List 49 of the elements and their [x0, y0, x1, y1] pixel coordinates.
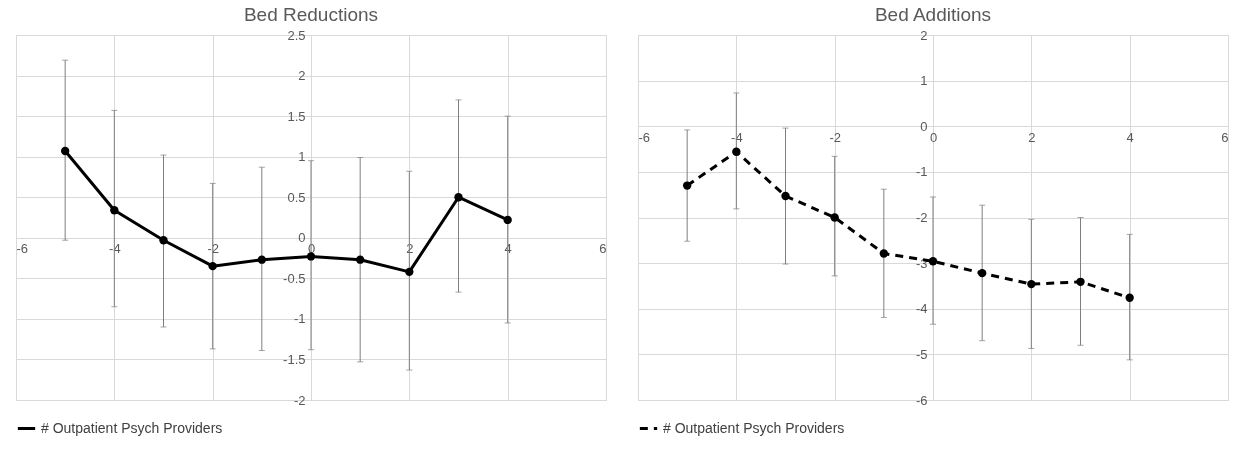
point	[257, 255, 267, 264]
point	[503, 215, 512, 225]
y-tick-label: -1.5	[283, 351, 306, 367]
legend-label: # Outpatient Psych Providers	[41, 419, 223, 436]
y-tick-label: 0.5	[287, 189, 306, 205]
point	[110, 206, 119, 215]
x-tick-label: 6	[1221, 129, 1229, 145]
y-tick-label: 2.5	[287, 27, 306, 43]
legend-label: # Outpatient Psych Providers	[663, 419, 845, 436]
y-tick-label: 2	[298, 68, 306, 84]
y-tick-label: -2	[293, 392, 306, 408]
y-tick-label: -4	[915, 301, 928, 317]
x-tick-label: -2	[829, 129, 841, 145]
x-tick-label: -6	[16, 241, 29, 257]
y-tick-label: 2	[920, 27, 928, 43]
point	[732, 147, 741, 156]
x-tick-label: -6	[638, 129, 651, 145]
y-tick-label: 0	[298, 230, 306, 246]
chart-title: Bed Additions	[874, 4, 992, 25]
point	[830, 213, 839, 222]
point	[306, 252, 316, 261]
x-tick-label: 2	[1028, 129, 1036, 145]
point	[781, 191, 790, 201]
y-tick-label: -2	[915, 210, 928, 225]
point	[1027, 279, 1036, 289]
y-tick-label: 0	[920, 118, 928, 134]
y-tick-label: -1	[915, 164, 928, 180]
point	[355, 255, 365, 264]
chart-title: Bed Reductions	[243, 4, 379, 25]
y-tick-label: 1	[298, 149, 306, 165]
y-tick-label: -1	[293, 311, 306, 327]
x-tick-label: 6	[599, 241, 607, 257]
point	[682, 181, 692, 190]
point	[1076, 277, 1085, 287]
point	[879, 249, 889, 258]
point	[1125, 293, 1134, 302]
y-tick-label: -5	[915, 346, 928, 362]
point	[208, 261, 217, 271]
y-tick-label: 1.5	[287, 108, 306, 124]
point	[159, 236, 168, 245]
y-tick-label: -0.5	[283, 270, 306, 286]
point	[454, 193, 463, 202]
y-tick-label: 1	[920, 73, 928, 89]
y-tick-label: -6	[915, 392, 928, 408]
point	[405, 267, 414, 277]
point	[60, 146, 70, 156]
point	[928, 257, 938, 266]
point	[977, 268, 987, 278]
x-tick-label: 4	[1126, 129, 1134, 145]
